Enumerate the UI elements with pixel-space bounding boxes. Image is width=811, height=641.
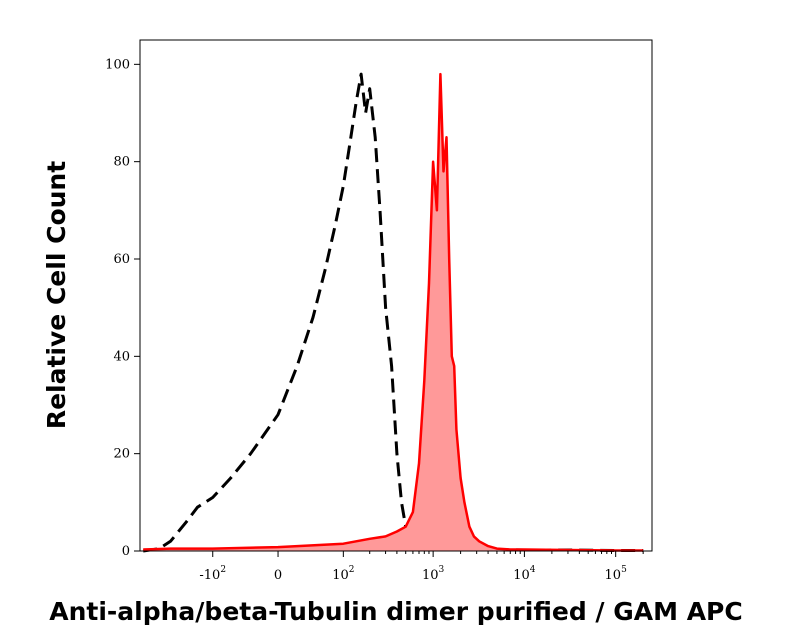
y-tick-label: 40 xyxy=(113,349,130,364)
y-axis-title: Relative Cell Count xyxy=(42,161,71,429)
plot-frame xyxy=(139,39,653,552)
series-layer xyxy=(142,72,644,553)
x-tick-label: -102 xyxy=(199,565,226,583)
y-tick-label: 100 xyxy=(105,57,130,72)
series-1-line xyxy=(142,72,644,553)
x-tick-label: 103 xyxy=(422,565,445,583)
x-tick-label: 102 xyxy=(332,565,354,583)
ticks-layer: 0 20 40 60 80 100 -102 0 102 103 104 105 xyxy=(105,57,644,583)
x-axis-title: Anti-alpha/beta-Tubulin dimer purified /… xyxy=(49,597,742,626)
series-2-line xyxy=(143,72,644,552)
y-tick-label: 0 xyxy=(122,544,130,559)
x-tick-label: 0 xyxy=(274,568,282,583)
y-tick-label: 80 xyxy=(113,155,130,170)
y-tick-label: 60 xyxy=(113,252,130,267)
series-2-area xyxy=(143,74,644,551)
x-tick-label: 105 xyxy=(605,565,628,583)
y-tick-label: 20 xyxy=(113,447,130,462)
x-tick-label: 104 xyxy=(513,565,536,583)
